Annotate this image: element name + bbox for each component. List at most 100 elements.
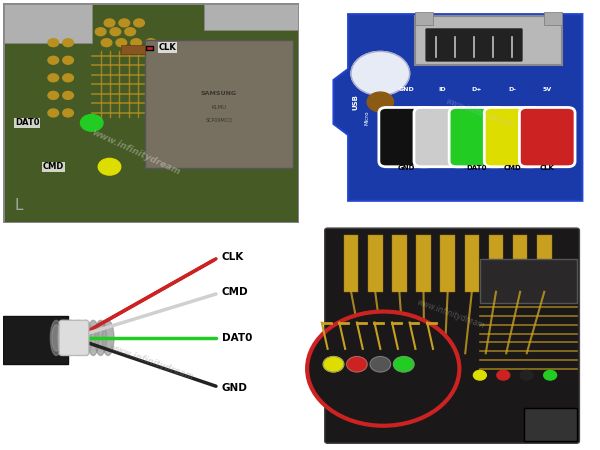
Text: USB: USB [352,94,358,110]
Circle shape [48,39,59,47]
Circle shape [146,39,156,47]
FancyBboxPatch shape [146,46,153,50]
FancyBboxPatch shape [379,108,434,167]
Text: CMD: CMD [43,162,64,171]
FancyBboxPatch shape [488,235,503,292]
Circle shape [473,370,487,380]
Circle shape [131,39,142,47]
Circle shape [48,74,59,82]
FancyBboxPatch shape [59,320,89,356]
Text: www.infinitydream: www.infinitydream [445,96,515,130]
FancyBboxPatch shape [414,108,470,167]
FancyBboxPatch shape [204,3,299,30]
Text: www.infinitydream: www.infinitydream [91,128,182,177]
Text: CLK: CLK [158,43,176,52]
Text: CLK: CLK [222,252,244,261]
Text: DAT0: DAT0 [15,118,40,127]
FancyBboxPatch shape [520,108,575,167]
Circle shape [48,91,59,99]
Ellipse shape [104,325,112,351]
Circle shape [323,356,344,372]
FancyBboxPatch shape [325,228,580,443]
FancyBboxPatch shape [537,235,551,292]
Circle shape [98,158,121,175]
Circle shape [116,39,127,47]
Circle shape [370,356,391,372]
Text: ID: ID [438,87,446,92]
FancyBboxPatch shape [524,408,577,441]
Ellipse shape [65,320,77,356]
Text: SAMSUNG: SAMSUNG [201,91,237,96]
FancyBboxPatch shape [416,235,431,292]
Ellipse shape [67,325,76,351]
Circle shape [48,109,59,117]
Circle shape [63,74,73,82]
Ellipse shape [95,320,107,356]
Text: D-: D- [508,87,516,92]
Circle shape [80,114,103,131]
Circle shape [63,109,73,117]
Ellipse shape [59,325,68,351]
Circle shape [48,56,59,64]
Circle shape [63,91,73,99]
FancyBboxPatch shape [415,12,433,25]
FancyBboxPatch shape [449,108,505,167]
FancyBboxPatch shape [392,235,407,292]
Text: DAT0: DAT0 [467,165,487,171]
Circle shape [63,39,73,47]
FancyBboxPatch shape [121,45,145,54]
Ellipse shape [102,320,114,356]
FancyBboxPatch shape [484,108,540,167]
Ellipse shape [82,325,90,351]
Text: CMD: CMD [222,287,248,297]
Circle shape [544,370,557,380]
FancyBboxPatch shape [344,235,358,292]
Circle shape [110,28,121,36]
Ellipse shape [58,320,70,356]
Text: www.infinitydream: www.infinitydream [107,342,194,382]
Circle shape [497,370,510,380]
Text: SCP09MCQ: SCP09MCQ [205,118,232,123]
FancyBboxPatch shape [145,40,293,168]
Circle shape [101,39,112,47]
Text: DAT0: DAT0 [222,333,252,343]
FancyBboxPatch shape [480,259,577,303]
Ellipse shape [73,320,85,356]
FancyBboxPatch shape [544,12,562,25]
Text: GND: GND [222,383,248,393]
FancyBboxPatch shape [368,235,383,292]
Text: Micro: Micro [365,110,370,125]
Text: CLK: CLK [540,165,554,171]
Text: L: L [15,198,23,212]
Circle shape [394,356,414,372]
Circle shape [351,51,410,95]
Circle shape [367,92,394,112]
FancyBboxPatch shape [464,235,479,292]
Circle shape [125,28,136,36]
Text: KLMU: KLMU [211,104,226,109]
FancyBboxPatch shape [3,3,299,223]
FancyBboxPatch shape [513,235,527,292]
Ellipse shape [96,325,105,351]
Circle shape [520,370,533,380]
Circle shape [347,356,367,372]
Circle shape [95,28,106,36]
FancyBboxPatch shape [426,28,523,61]
Ellipse shape [89,325,98,351]
FancyBboxPatch shape [415,16,562,65]
Text: 5V: 5V [542,87,552,92]
Ellipse shape [88,320,99,356]
Circle shape [104,19,115,27]
Circle shape [134,19,145,27]
Circle shape [63,56,73,64]
FancyBboxPatch shape [440,235,455,292]
Ellipse shape [50,320,62,356]
Polygon shape [334,14,583,201]
Text: D+: D+ [472,87,482,92]
Ellipse shape [74,325,83,351]
Ellipse shape [52,325,61,351]
FancyBboxPatch shape [3,3,92,43]
Text: GND: GND [398,165,415,171]
Circle shape [307,311,460,426]
Ellipse shape [80,320,92,356]
